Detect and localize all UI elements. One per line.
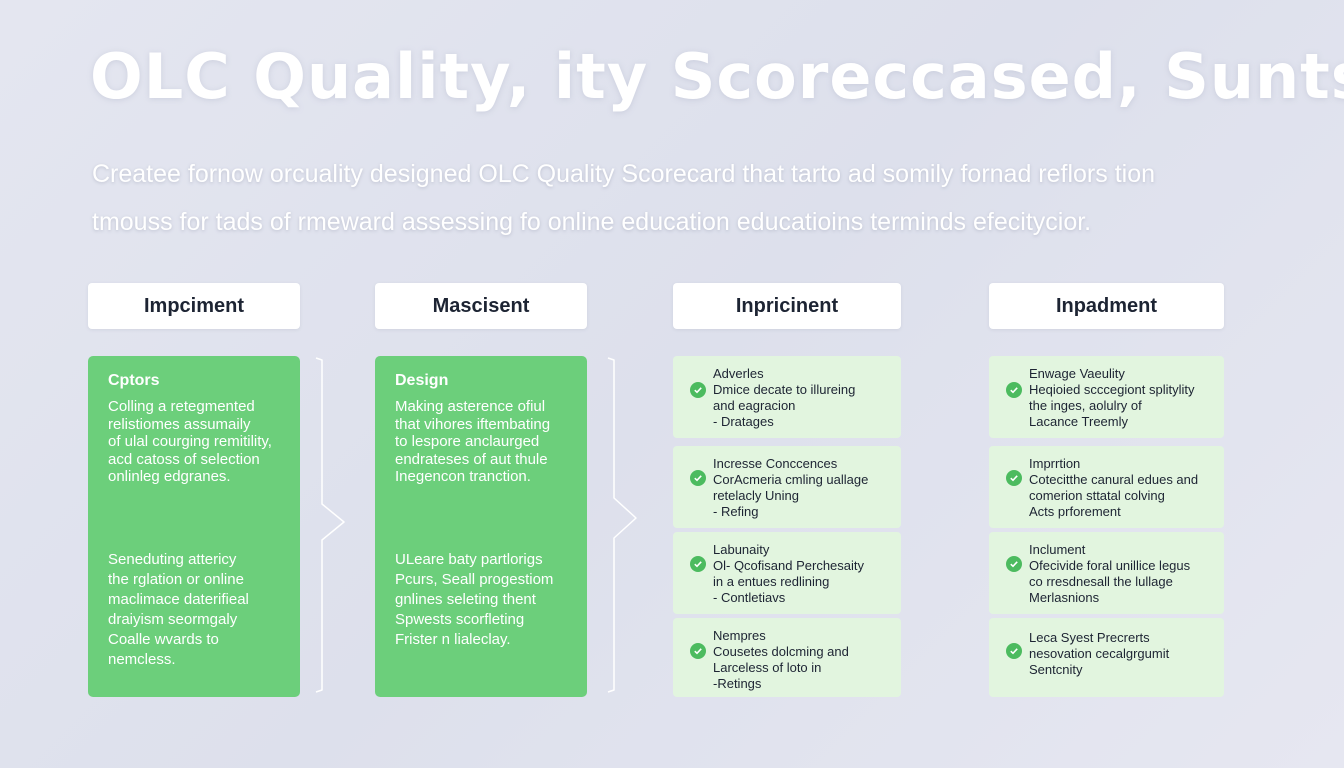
criteria-card[interactable]: Incresse Conccences CorAcmeria cmling ua…: [673, 446, 901, 528]
panel-paragraph-1: Colling a retegmented relistiomes assuma…: [108, 398, 280, 486]
page-subtitle: Createe fornow orcuality designed OLC Qu…: [92, 150, 1272, 246]
check-icon: [690, 382, 706, 398]
panel-line: of ulal courging remitility,: [108, 433, 272, 450]
panel-line: gnlines seleting thent: [395, 591, 536, 608]
card-line: in a entues redlining: [713, 574, 830, 589]
card-line: - Dratages: [713, 414, 774, 429]
criteria-card[interactable]: Enwage Vaeulity Heqioied scccegiont spli…: [989, 356, 1224, 438]
column-header-1[interactable]: Impciment: [88, 283, 300, 329]
card-line: Adverles: [713, 366, 764, 381]
chevron-right-icon: [315, 357, 345, 693]
criteria-card[interactable]: Imprrtion Cotecitthe canural edues and c…: [989, 446, 1224, 528]
panel-paragraph-2: ULeare baty partlorigs Pcurs, Seall prog…: [395, 550, 571, 650]
panel-line: to lespore anclaurged: [395, 433, 540, 450]
card-line: Leca Syest Precrerts: [1029, 630, 1150, 645]
card-line: co rresdnesall the lullage: [1029, 574, 1173, 589]
card-line: Acts prforement: [1029, 504, 1121, 519]
card-line: Cousetes dolcming and: [713, 644, 849, 659]
panel-line: Coalle wvards to: [108, 631, 219, 648]
panel-line: ULeare baty partlorigs: [395, 551, 543, 568]
card-line: Heqioied scccegiont splitylity: [1029, 382, 1195, 397]
card-line: - Refing: [713, 504, 759, 519]
card-line: Ofecivide foral unillice legus: [1029, 558, 1191, 573]
card-line: retelacly Uning: [713, 488, 799, 503]
subtitle-line-2: tmouss for tads of rmeward assessing fo …: [92, 208, 1092, 236]
card-line: Dmice decate to illureing: [713, 382, 856, 397]
panel-line: the rglation or online: [108, 571, 244, 588]
criteria-card[interactable]: Inclument Ofecivide foral unillice legus…: [989, 532, 1224, 614]
card-line: nesovation cecalgrgumit: [1029, 646, 1170, 661]
page-title: OLC Quality, ity Scoreccased, Sunts: [90, 40, 1344, 113]
check-icon: [690, 470, 706, 486]
panel-line: that vihores iftembating: [395, 415, 551, 433]
panel-paragraph-1: Making asterence ofiul that vihores ifte…: [395, 398, 567, 486]
card-line: CorAcmeria cmling uallage: [713, 472, 869, 487]
card-line: Enwage Vaeulity: [1029, 366, 1125, 381]
panel-line: Frister n lialeclay.: [395, 631, 511, 648]
card-line: Merlasnions: [1029, 590, 1100, 605]
green-panel-2: Design Making asterence ofiul that vihor…: [375, 356, 587, 697]
panel-line: endrateses of aut thule: [395, 450, 548, 468]
criteria-card[interactable]: Nempres Cousetes dolcming and Larceless …: [673, 618, 901, 697]
card-line: and eagracion: [713, 398, 796, 413]
criteria-card[interactable]: Labunaity Ol- Qcofisand Perchesaity in a…: [673, 532, 901, 614]
panel-line: Spwests scorfleting: [395, 611, 525, 628]
card-line: comerion sttatal colving: [1029, 488, 1165, 503]
card-line: - Contletiavs: [713, 590, 786, 605]
card-line: Lacance Treemly: [1029, 414, 1128, 429]
card-line: Inclument: [1029, 542, 1086, 557]
panel-line: nemcless.: [108, 651, 176, 668]
panel-line: draiyism seormgaly: [108, 611, 238, 628]
panel-title: Cptors: [108, 372, 160, 389]
criteria-card[interactable]: Adverles Dmice decate to illureing and e…: [673, 356, 901, 438]
column-header-3[interactable]: Inpricinent: [673, 283, 901, 329]
card-line: Sentcnity: [1029, 662, 1083, 677]
check-icon: [1006, 556, 1022, 572]
chevron-right-icon: [607, 357, 637, 693]
check-icon: [1006, 382, 1022, 398]
panel-line: Making asterence ofiul: [395, 398, 546, 415]
card-line: Larceless of loto in: [713, 660, 822, 675]
column-header-4[interactable]: Inpadment: [989, 283, 1224, 329]
panel-line: onlinleg edgranes.: [108, 468, 231, 485]
card-line: Imprrtion: [1029, 456, 1081, 471]
green-panel-1: Cptors Colling a retegmented relistiomes…: [88, 356, 300, 697]
subtitle-line-1: Createe fornow orcuality designed OLC Qu…: [92, 160, 1156, 188]
card-line: Ol- Qcofisand Perchesaity: [713, 558, 865, 573]
check-icon: [1006, 643, 1022, 659]
panel-line: Colling a retegmented: [108, 398, 255, 415]
card-line: the inges, aolulry of: [1029, 398, 1142, 413]
panel-line: acd catoss of selection: [108, 450, 260, 468]
card-line: Labunaity: [713, 542, 770, 557]
panel-line: Seneduting attericy: [108, 551, 237, 568]
column-header-2[interactable]: Mascisent: [375, 283, 587, 329]
panel-line: Inegencon tranction.: [395, 468, 531, 485]
check-icon: [690, 643, 706, 659]
card-line: Incresse Conccences: [713, 456, 838, 471]
panel-line: Pcurs, Seall progestiom: [395, 571, 554, 588]
card-line: Cotecitthe canural edues and: [1029, 472, 1199, 487]
panel-line: relistiomes assumaily: [108, 415, 251, 433]
check-icon: [690, 556, 706, 572]
panel-paragraph-2: Seneduting attericy the rglation or onli…: [108, 550, 284, 670]
panel-line: maclimace daterifieal: [108, 591, 249, 608]
panel-title: Design: [395, 372, 449, 389]
check-icon: [1006, 470, 1022, 486]
card-line: Nempres: [713, 628, 766, 643]
card-line: -Retings: [713, 676, 762, 691]
criteria-card[interactable]: Leca Syest Precrerts nesovation cecalgrg…: [989, 618, 1224, 697]
